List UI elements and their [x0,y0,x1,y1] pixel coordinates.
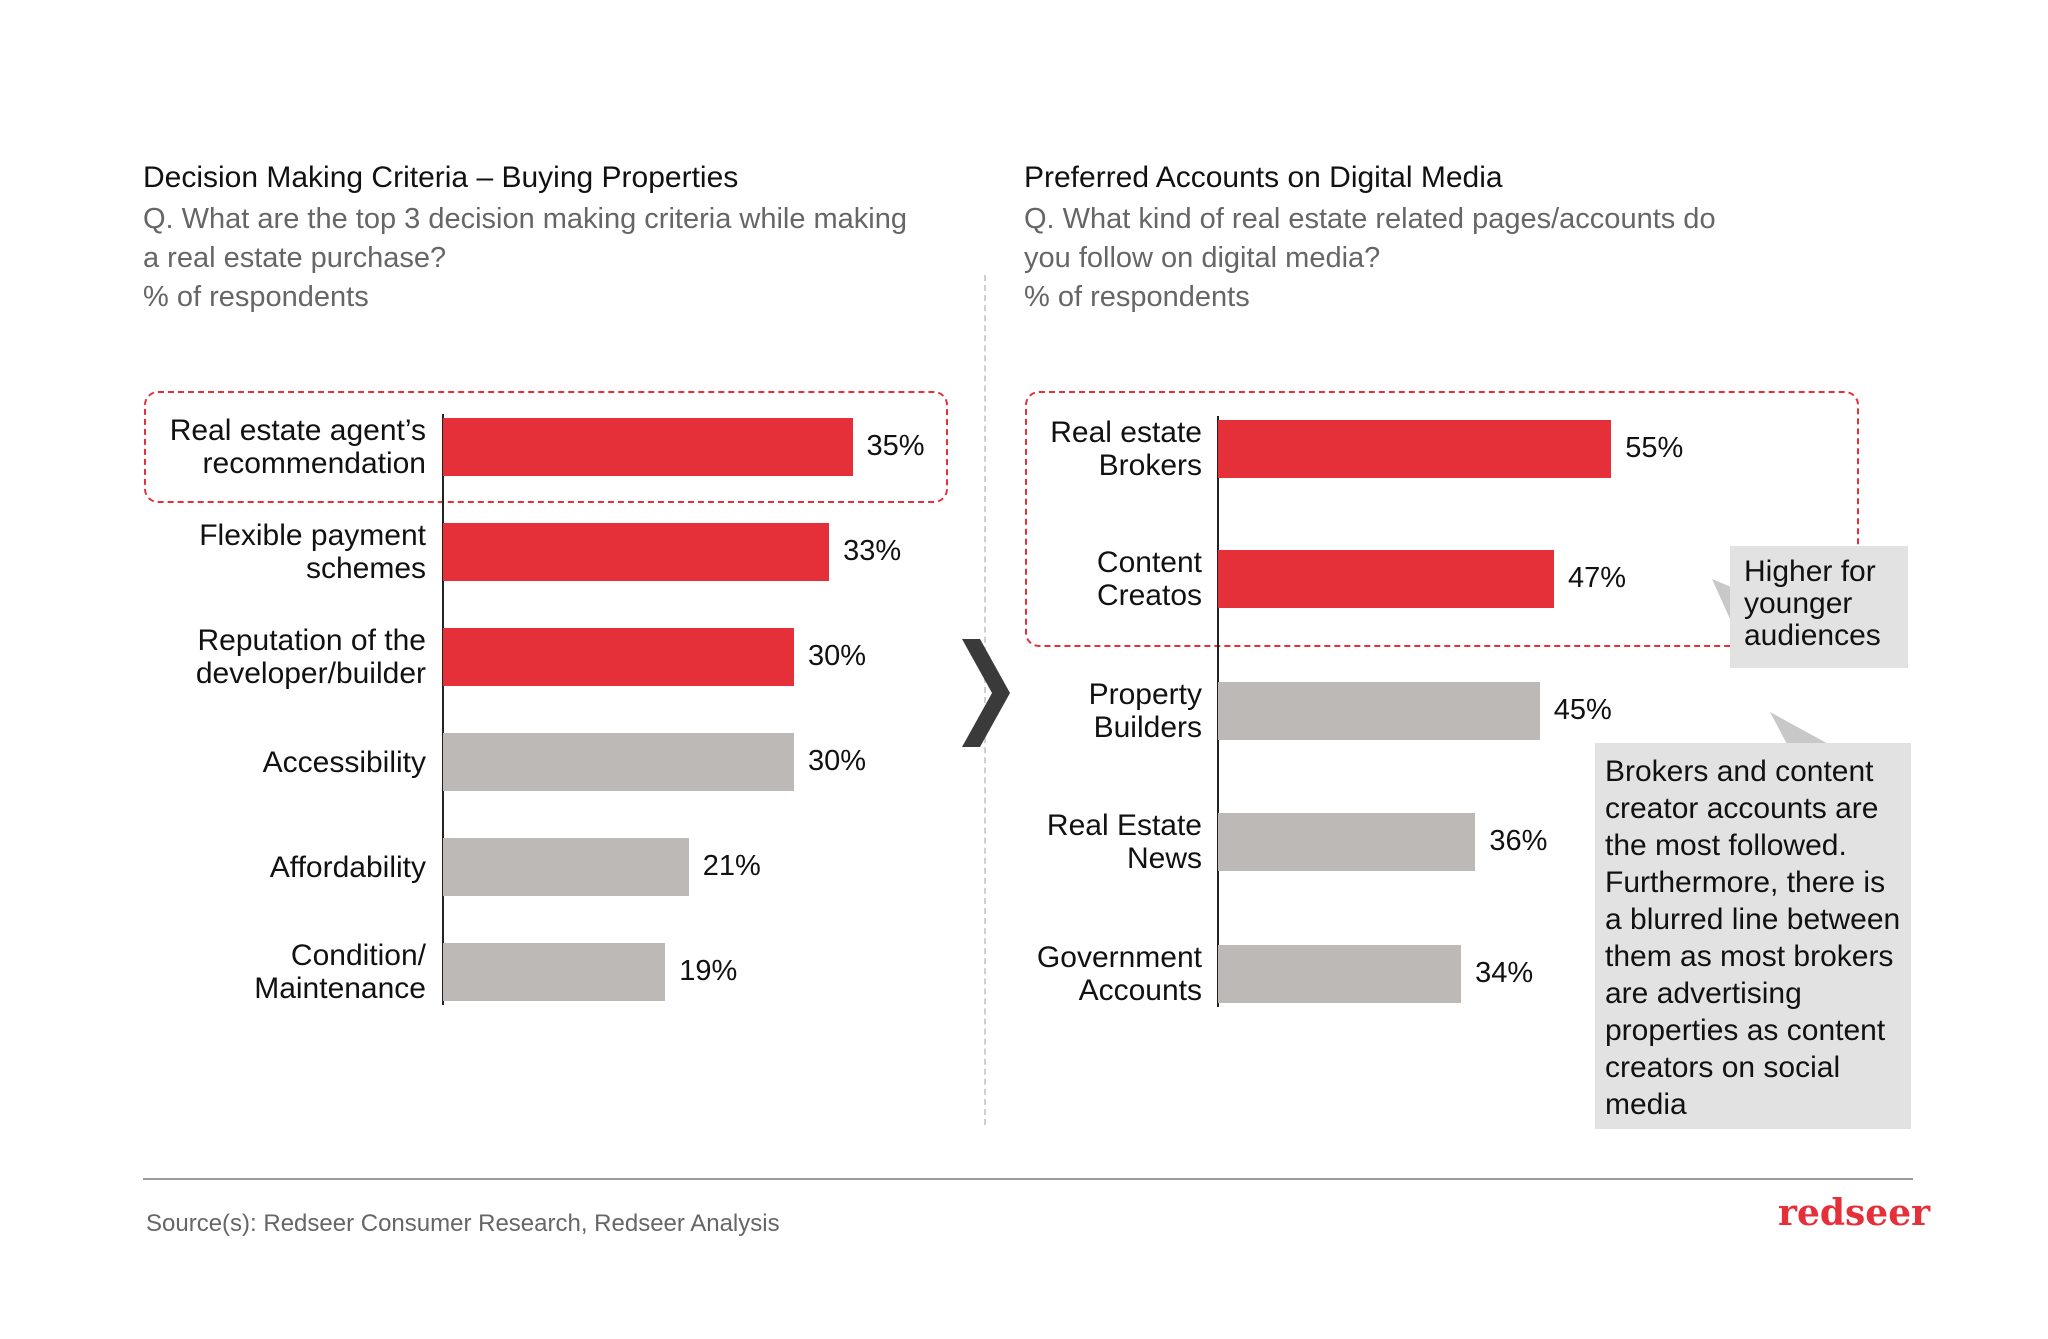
right-chart-unit: % of respondents [1024,281,1250,313]
left-value-label-5: 19% [679,955,738,987]
right-category-label-2: Property Builders [1088,678,1202,744]
right-bar-3 [1218,813,1476,871]
left-highlight-box [144,391,948,503]
panel-divider [984,275,986,1125]
left-category-label-1: Flexible payment schemes [199,519,426,585]
callout-brokers-note: Brokers and content creator accounts are… [1595,743,1911,1129]
left-chart-question-line2: a real estate purchase? [143,242,447,274]
callout-large-pointer [1770,712,1832,746]
left-category-label-3: Accessibility [262,745,426,779]
left-bar-0 [443,418,853,476]
left-chart-question-line1: Q. What are the top 3 decision making cr… [143,203,908,235]
left-category-label-4: Affordability [269,850,426,884]
left-category-label-2: Reputation of the developer/builder [195,624,426,690]
left-category-label-5: Condition/Maintenance [254,939,426,1005]
left-bar-5 [443,943,666,1001]
left-chart-axis [442,414,444,1005]
left-chart-unit: % of respondents [143,281,369,313]
right-category-label-4: Government Accounts [1036,941,1202,1007]
footer-divider [143,1178,1913,1180]
left-value-label-4: 21% [702,850,761,882]
brand-logo: redseer [1778,1192,1931,1234]
right-highlight-box [1025,391,1859,647]
left-bar-1 [443,523,830,581]
right-chart-title: Preferred Accounts on Digital Media [1024,161,1503,194]
right-value-label-0: 55% [1625,432,1684,464]
right-bar-1 [1218,550,1555,608]
right-category-label-1: Content Creatos [1096,546,1202,612]
right-bar-2 [1218,682,1540,740]
right-chart-question-line1: Q. What kind of real estate related page… [1024,203,1716,235]
left-value-label-2: 30% [808,640,867,672]
right-value-label-4: 34% [1475,957,1534,989]
right-bar-0 [1218,420,1612,478]
right-value-label-2: 45% [1553,694,1612,726]
right-value-label-3: 36% [1489,825,1548,857]
callout-younger-audiences: Higher for younger audiences [1730,546,1908,668]
left-category-label-0: Real estate agent’s recommendation [169,414,426,480]
right-category-label-3: Real Estate News [1046,809,1202,875]
right-chart-question-line2: you follow on digital media? [1024,242,1381,274]
right-category-label-0: Real estate Brokers [1050,416,1202,482]
left-bar-2 [443,628,794,686]
chevron-right-icon [962,639,1010,747]
right-value-label-1: 47% [1568,562,1627,594]
left-value-label-1: 33% [843,535,902,567]
left-bar-3 [443,733,794,791]
left-bar-4 [443,838,689,896]
left-chart-title: Decision Making Criteria – Buying Proper… [143,161,739,194]
left-value-label-0: 35% [866,430,925,462]
left-value-label-3: 30% [808,745,867,777]
right-bar-4 [1218,945,1462,1003]
source-note: Source(s): Redseer Consumer Research, Re… [146,1210,780,1237]
